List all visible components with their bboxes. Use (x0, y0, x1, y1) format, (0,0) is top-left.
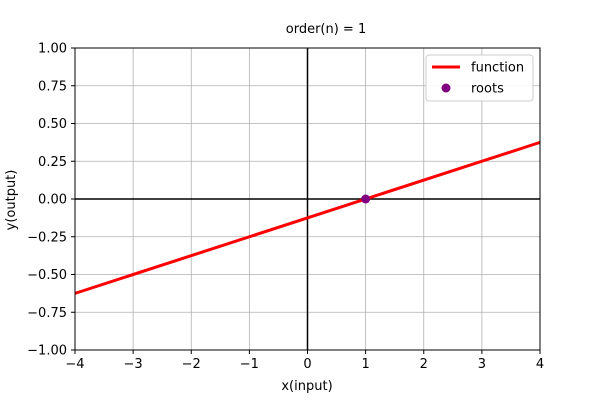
y-tick-label: −0.25 (27, 230, 67, 245)
y-tick-label: 1.00 (38, 42, 67, 57)
series-line-function (74, 140, 541, 295)
y-tick-label: 0.25 (38, 155, 67, 170)
chart-title: order(n) = 1 (286, 22, 366, 37)
y-tick-label: 0.75 (38, 79, 67, 94)
legend-label-function: function (471, 61, 524, 76)
y-tick-label: 0.50 (38, 117, 67, 132)
x-tick-label: −2 (182, 357, 201, 372)
x-tick-label: 1 (361, 357, 369, 372)
x-tick-label: 0 (303, 357, 311, 372)
series-point-roots (361, 194, 371, 204)
x-tick-label: −1 (240, 357, 259, 372)
legend-label-roots: roots (471, 82, 504, 97)
x-tick-label: 3 (478, 357, 486, 372)
x-axis-label: x(input) (281, 379, 332, 394)
legend: function roots (425, 54, 534, 102)
y-tick-label: −1.00 (27, 344, 67, 359)
x-tick-label: 4 (536, 357, 544, 372)
y-tick-label: −0.50 (27, 268, 67, 283)
x-tick-label: −4 (65, 357, 84, 372)
legend-swatch-roots (441, 83, 451, 93)
x-axis-ticks: −4 −3 −2 −1 0 1 2 3 4 (65, 350, 544, 372)
series-layer (74, 140, 541, 295)
y-tick-label: 0.00 (38, 193, 67, 208)
x-tick-label: 2 (420, 357, 428, 372)
x-tick-label: −3 (124, 357, 143, 372)
zero-lines (75, 48, 540, 350)
y-axis-ticks: −1.00 −0.75 −0.50 −0.25 0.00 0.25 0.50 0.75 1.00 (27, 42, 75, 359)
y-tick-label: −0.75 (27, 306, 67, 321)
y-axis-label: y(output) (4, 170, 19, 231)
